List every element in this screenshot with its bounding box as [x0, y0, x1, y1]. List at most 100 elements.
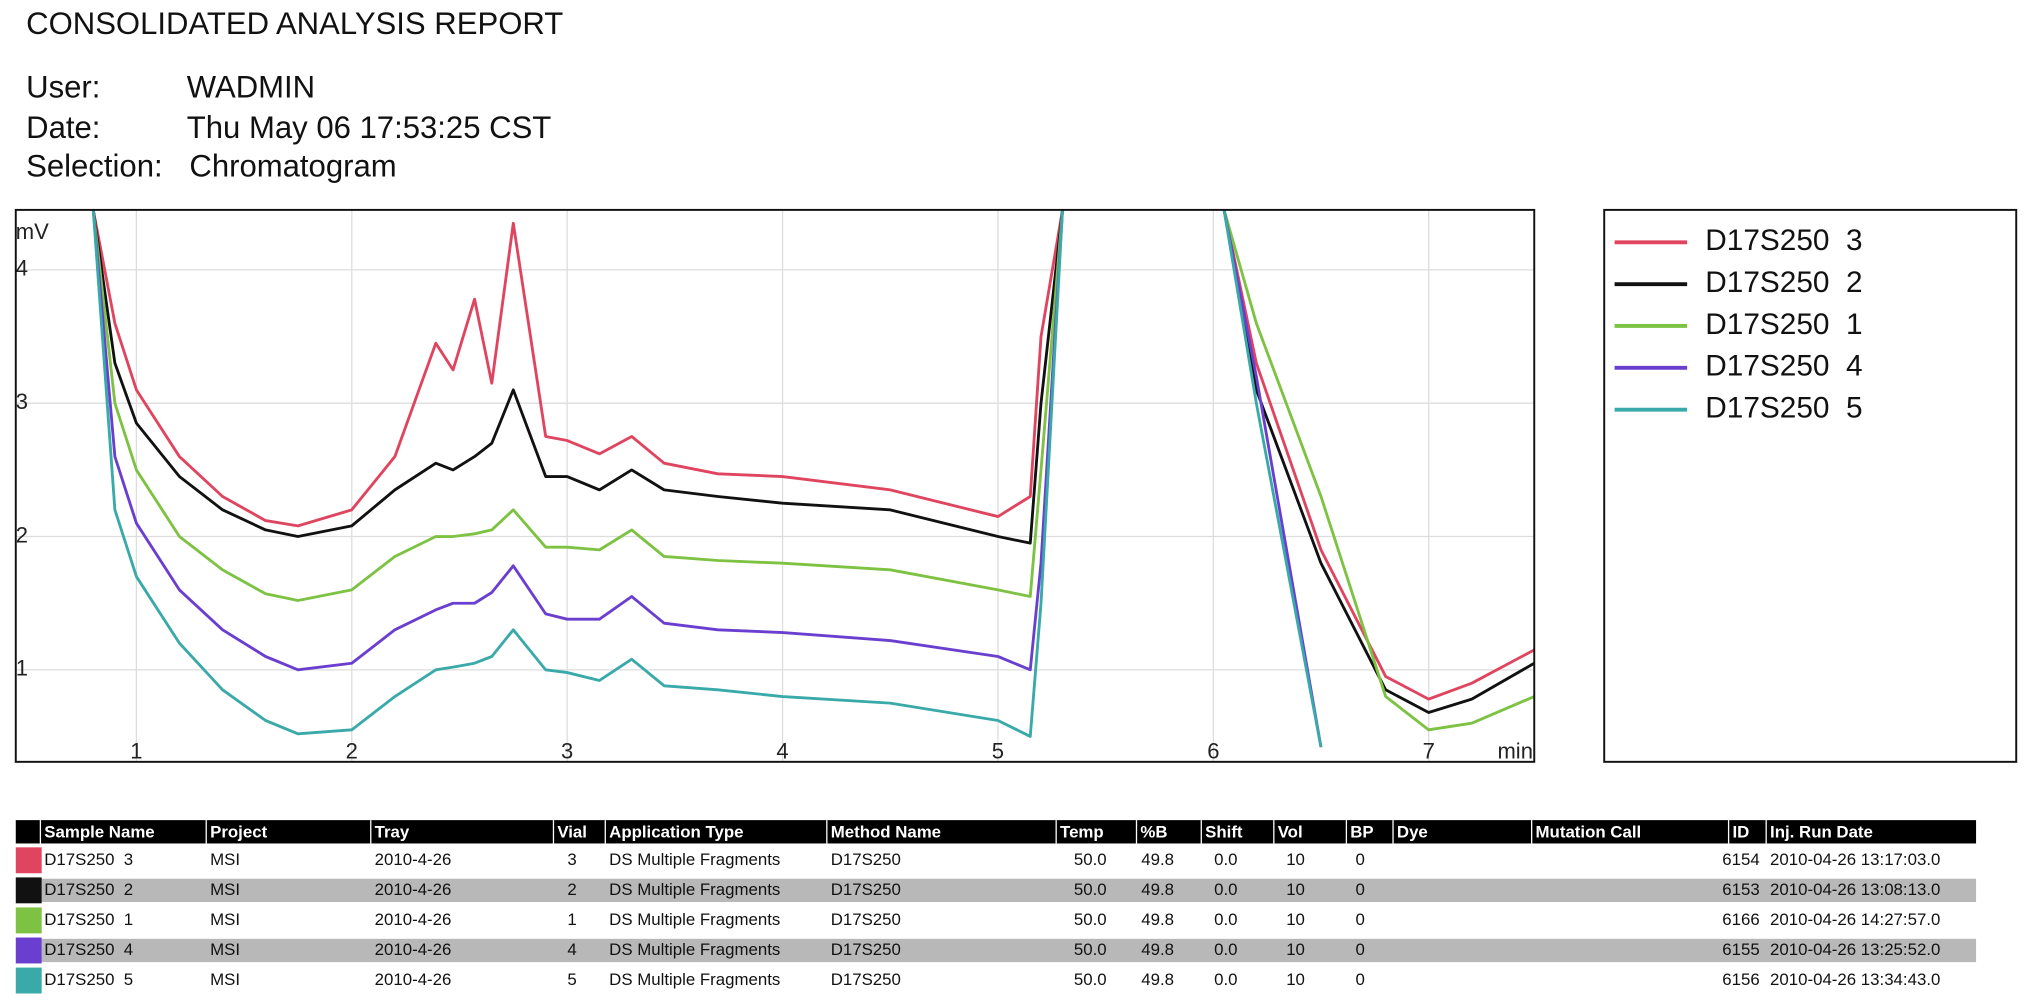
series-line	[91, 209, 1535, 732]
field-label: Selection:	[26, 149, 162, 184]
column-header: Vial	[557, 823, 587, 842]
y-tick-label: 2	[16, 522, 28, 547]
row-swatch	[15, 937, 42, 964]
plot-frame	[14, 208, 1536, 763]
legend-label: D17S250 1	[1705, 308, 1862, 341]
y-axis-label: mV	[16, 219, 49, 244]
column-header: Temp	[1060, 823, 1104, 842]
y-tick-label: 1	[16, 656, 28, 681]
grid: 1 2 3 4 5 6 7 1 2 3 4	[16, 209, 1535, 764]
column-header: Application Type	[609, 823, 743, 842]
table-cell: DS Multiple Fragments	[609, 850, 780, 869]
table-cell: 6155	[1722, 940, 1759, 959]
table-cell: 1	[567, 910, 576, 929]
table-cell: 50.0	[1074, 940, 1107, 959]
table-cell: 2010-4-26	[375, 880, 452, 899]
table-cell: 49.8	[1141, 970, 1174, 989]
series-line	[91, 209, 1323, 748]
table-cell: D17S250 5	[44, 970, 133, 989]
legend-label: D17S250 4	[1705, 350, 1862, 383]
column-header: %B	[1140, 823, 1167, 842]
table-cell: D17S250 1	[44, 910, 133, 929]
table-cell: MSI	[210, 850, 240, 869]
field-label: Date:	[26, 110, 100, 145]
table-cell: 49.8	[1141, 940, 1174, 959]
x-tick-label: 3	[561, 739, 573, 764]
series-line	[91, 209, 1535, 701]
table-cell: 6154	[1722, 850, 1759, 869]
table-cell: 10	[1286, 940, 1305, 959]
table-cell: 2010-04-26 14:27:57.0	[1770, 910, 1940, 929]
table-cell: 6153	[1722, 880, 1759, 899]
legend-label: D17S250 5	[1705, 392, 1862, 425]
table-cell: 0.0	[1214, 910, 1237, 929]
table-cell: D17S250	[831, 910, 901, 929]
legend: D17S250 3 D17S250 2 D17S250 1 D17S250 4 D17S…	[1614, 224, 1863, 425]
table-cell: D17S250 3	[44, 850, 133, 869]
row-swatch	[15, 907, 42, 934]
table-header-bg	[15, 820, 1977, 844]
column-header: Method Name	[831, 823, 941, 842]
table-cell: 0	[1355, 940, 1364, 959]
column-header: Tray	[375, 823, 410, 842]
report-title: CONSOLIDATED ANALYSIS REPORT	[26, 6, 563, 41]
y-tick-label: 4	[16, 256, 28, 281]
y-tick-label: 3	[16, 389, 28, 414]
table-cell: 10	[1286, 910, 1305, 929]
table-cell: 2010-04-26 13:34:43.0	[1770, 970, 1940, 989]
table-cell: 2010-4-26	[375, 970, 452, 989]
table-cell: 4	[567, 940, 576, 959]
column-header: Sample Name	[44, 823, 154, 842]
table: Sample Name Project Tray Vial Application Ty…	[15, 820, 1977, 994]
table-cell: 50.0	[1074, 880, 1107, 899]
table-cell: 2010-04-26 13:08:13.0	[1770, 880, 1940, 899]
row-bg	[41, 938, 1977, 963]
table-cell: 6166	[1722, 910, 1759, 929]
table-cell: MSI	[210, 970, 240, 989]
field-label: User:	[26, 70, 100, 105]
table-cell: 6156	[1722, 970, 1759, 989]
legend-label: D17S250 3	[1705, 224, 1862, 257]
table-cell: 50.0	[1074, 910, 1107, 929]
x-axis-label: min	[1497, 739, 1532, 764]
table-cell: 50.0	[1074, 970, 1107, 989]
table-cell: 0	[1355, 910, 1364, 929]
table-cell: MSI	[210, 940, 240, 959]
row-swatch	[15, 877, 42, 904]
table-cell: 2010-4-26	[375, 940, 452, 959]
table-cell: DS Multiple Fragments	[609, 880, 780, 899]
table-cell: 2010-04-26 13:25:52.0	[1770, 940, 1940, 959]
table-cell: 2010-4-26	[375, 850, 452, 869]
table-cell: 49.8	[1141, 880, 1174, 899]
x-tick-label: 4	[776, 739, 788, 764]
table-cell: 0.0	[1214, 880, 1237, 899]
column-header: BP	[1350, 823, 1373, 842]
row-bg	[41, 878, 1977, 903]
table-cell: 49.8	[1141, 910, 1174, 929]
column-header: Vol	[1278, 823, 1303, 842]
table-cell: DS Multiple Fragments	[609, 970, 780, 989]
table-cell: 10	[1286, 880, 1305, 899]
table-cell: DS Multiple Fragments	[609, 940, 780, 959]
plot-lines	[91, 209, 1535, 748]
series-line	[91, 209, 1323, 748]
table-cell: 0.0	[1214, 970, 1237, 989]
table-cell: 10	[1286, 850, 1305, 869]
table-cell: D17S250 2	[44, 880, 133, 899]
column-header: Project	[210, 823, 267, 842]
table-cell: D17S250 4	[44, 940, 133, 959]
table-cell: 0.0	[1214, 850, 1237, 869]
column-header: Dye	[1397, 823, 1428, 842]
table-cell: 0	[1355, 880, 1364, 899]
table-cell: DS Multiple Fragments	[609, 910, 780, 929]
table-cell: D17S250	[831, 850, 901, 869]
table-cell: MSI	[210, 910, 240, 929]
field-value: Chromatogram	[189, 149, 396, 184]
table-cell: 0	[1355, 970, 1364, 989]
table-cell: 3	[567, 850, 576, 869]
field-value: Thu May 06 17:53:25 CST	[187, 110, 552, 145]
column-header: Shift	[1205, 823, 1243, 842]
table-cell: MSI	[210, 880, 240, 899]
row-swatch	[15, 847, 42, 874]
